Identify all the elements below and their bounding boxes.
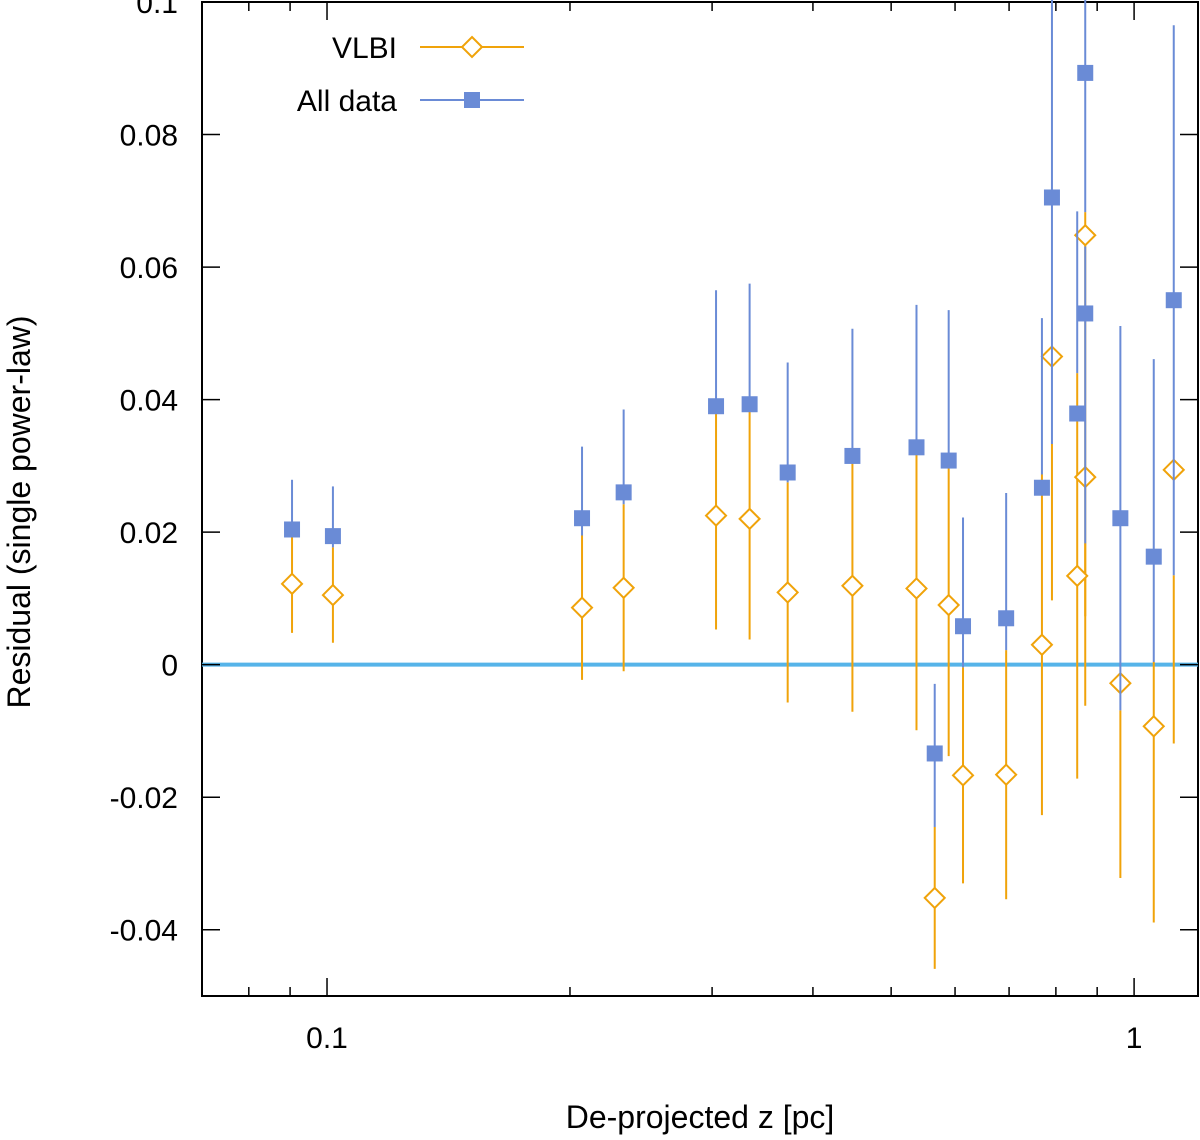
axis-ticks: 0.1 1 -0.04 -0.02 0 0.02 0.04 0.06 0.08 0.1 — [110, 0, 1198, 1055]
legend: VLBI All data — [297, 32, 524, 118]
data-point-square — [1033, 479, 1050, 496]
data-point-square — [1077, 305, 1094, 322]
data-point-square — [1069, 405, 1086, 422]
data-point-square — [955, 618, 972, 635]
legend-item: VLBI — [332, 32, 524, 65]
data-point-diamond — [570, 596, 594, 620]
legend-marker-square — [464, 92, 480, 108]
data-point-diamond — [704, 504, 728, 527]
data-point-diamond — [612, 576, 636, 600]
legend-label: All data — [297, 85, 397, 118]
data-point-square — [708, 398, 725, 415]
y-tick-label: -0.02 — [110, 782, 178, 815]
y-tick-label: 0 — [161, 650, 178, 683]
data-point-diamond — [1073, 223, 1097, 247]
y-tick-label: -0.04 — [110, 915, 178, 948]
data-point-diamond — [1065, 564, 1089, 588]
data-point-diamond — [905, 577, 928, 600]
data-point-square — [779, 464, 796, 481]
data-point-diamond — [321, 583, 345, 607]
x-tick-label: 0.1 — [306, 1022, 348, 1055]
data-point-diamond — [937, 593, 961, 617]
data-point-square — [1077, 64, 1094, 81]
data-point-square — [741, 396, 758, 413]
data-point-diamond — [994, 763, 1018, 787]
series-all-data — [284, 0, 1182, 828]
series-layer — [280, 0, 1186, 969]
data-point-square — [574, 510, 591, 527]
data-point-diamond — [1142, 714, 1166, 738]
data-point-square — [940, 452, 957, 469]
y-tick-label: 0.04 — [120, 385, 178, 418]
data-point-diamond — [738, 507, 762, 531]
data-point-square — [1043, 189, 1060, 206]
data-point-square — [998, 610, 1015, 627]
data-point-diamond — [776, 581, 800, 604]
legend-marker-diamond — [460, 35, 484, 59]
data-point-square — [1165, 292, 1182, 309]
data-point-square — [615, 484, 632, 501]
x-tick-label: 1 — [1126, 1022, 1143, 1055]
y-tick-label: 0.06 — [120, 252, 178, 285]
data-point-square — [844, 447, 861, 464]
data-point-square — [324, 528, 341, 545]
data-point-square — [926, 745, 943, 762]
legend-label: VLBI — [332, 32, 397, 65]
data-point-diamond — [1030, 633, 1054, 657]
data-point-square — [284, 521, 301, 538]
data-point-diamond — [280, 572, 304, 596]
data-point-diamond — [951, 763, 975, 787]
data-point-square — [908, 439, 925, 456]
data-point-square — [1145, 548, 1162, 565]
data-point-diamond — [923, 886, 947, 910]
y-axis-title: Residual (single power-law) — [1, 315, 37, 708]
y-tick-label: 0.1 — [136, 0, 178, 20]
x-axis-title: De-projected z [pc] — [566, 1099, 835, 1135]
legend-item: All data — [297, 85, 524, 118]
data-point-diamond — [841, 574, 864, 598]
y-tick-label: 0.02 — [120, 517, 178, 550]
y-tick-label: 0.08 — [120, 120, 178, 153]
plot-frame — [201, 1, 1199, 997]
series-vlbi — [280, 212, 1186, 969]
plot-border — [201, 1, 1199, 997]
data-point-square — [1112, 510, 1129, 527]
